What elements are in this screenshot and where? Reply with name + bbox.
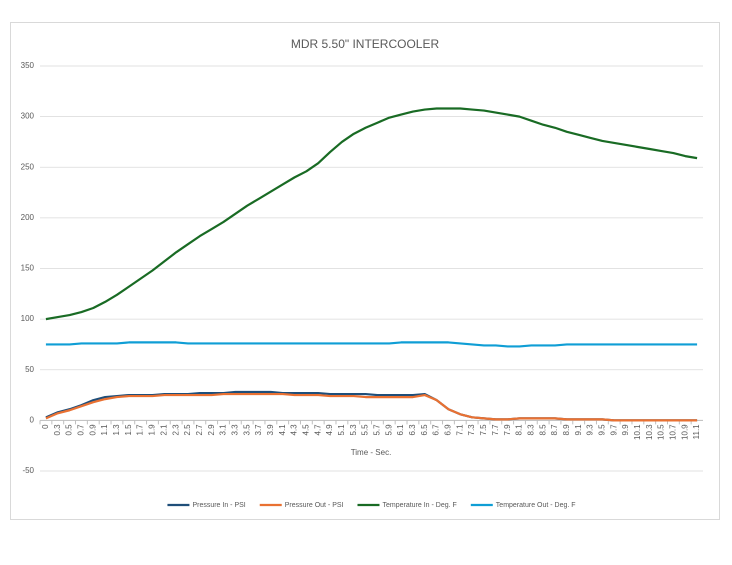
x-tick-label: 10.5 bbox=[657, 424, 666, 440]
x-tick-label: 8.1 bbox=[515, 424, 524, 436]
x-tick-label: 6.3 bbox=[408, 424, 417, 436]
x-tick-label: 0.3 bbox=[53, 424, 62, 436]
x-tick-label: 7.1 bbox=[455, 424, 464, 436]
x-tick-label: 4.1 bbox=[278, 424, 287, 436]
y-tick-label: 200 bbox=[21, 213, 35, 222]
x-tick-label: 3.9 bbox=[266, 424, 275, 436]
x-tick-label: 4.7 bbox=[313, 424, 322, 436]
y-tick-label: 100 bbox=[21, 314, 35, 323]
x-tick-label: 2.3 bbox=[171, 424, 180, 436]
x-tick-label: 4.9 bbox=[325, 424, 334, 436]
x-tick-label: 8.7 bbox=[550, 424, 559, 436]
x-tick-label: 6.1 bbox=[396, 424, 405, 436]
y-tick-label: -50 bbox=[22, 466, 34, 475]
chart-title: MDR 5.50" INTERCOOLER bbox=[291, 37, 440, 51]
x-tick-label: 6.7 bbox=[432, 424, 441, 436]
x-tick-label: 9.3 bbox=[586, 424, 595, 436]
y-tick-label: 50 bbox=[25, 365, 34, 374]
x-tick-label: 1.5 bbox=[124, 424, 133, 436]
x-tick-label: 3.3 bbox=[230, 424, 239, 436]
x-tick-label: 10.1 bbox=[633, 424, 642, 440]
x-tick-label: 7.7 bbox=[491, 424, 500, 436]
x-tick-label: 9.5 bbox=[597, 424, 606, 436]
legend-label: Pressure Out - PSI bbox=[285, 502, 344, 509]
y-tick-label: 150 bbox=[21, 264, 35, 273]
x-tick-label: 2.7 bbox=[195, 424, 204, 436]
x-tick-label: 5.1 bbox=[337, 424, 346, 436]
x-tick-label: 7.9 bbox=[503, 424, 512, 436]
x-tick-label: 6.9 bbox=[444, 424, 453, 436]
x-tick-label: 5.3 bbox=[349, 424, 358, 436]
x-tick-label: 4.3 bbox=[290, 424, 299, 436]
x-tick-label: 5.5 bbox=[361, 424, 370, 436]
x-axis-title: Time - Sec. bbox=[351, 448, 392, 457]
x-tick-label: 0.7 bbox=[77, 424, 86, 436]
x-tick-label: 0 bbox=[41, 424, 50, 429]
x-tick-label: 2.9 bbox=[207, 424, 216, 436]
x-tick-label: 1.3 bbox=[112, 424, 121, 436]
x-tick-label: 3.7 bbox=[254, 424, 263, 436]
x-tick-label: 7.3 bbox=[467, 424, 476, 436]
x-tick-label: 1.9 bbox=[148, 424, 157, 436]
series-line bbox=[45, 107, 698, 321]
y-tick-label: 350 bbox=[21, 61, 35, 70]
x-tick-label: 8.9 bbox=[562, 424, 571, 436]
x-tick-label: 5.7 bbox=[373, 424, 382, 436]
series-line bbox=[45, 341, 698, 348]
legend-label: Temperature In - Deg. F bbox=[382, 502, 456, 509]
x-tick-label: 4.5 bbox=[301, 424, 310, 436]
x-tick-label: 1.1 bbox=[100, 424, 109, 436]
x-tick-label: 11.1 bbox=[692, 424, 701, 440]
x-tick-label: 3.1 bbox=[219, 424, 228, 436]
x-tick-label: 5.9 bbox=[384, 424, 393, 436]
x-tick-label: 8.5 bbox=[538, 424, 547, 436]
x-tick-label: 7.5 bbox=[479, 424, 488, 436]
x-tick-label: 1.7 bbox=[136, 424, 145, 436]
series-line bbox=[45, 392, 698, 422]
legend-label: Pressure In - PSI bbox=[192, 502, 245, 509]
x-tick-label: 2.5 bbox=[183, 424, 192, 436]
x-tick-label: 9.9 bbox=[621, 424, 630, 436]
chart-frame bbox=[10, 22, 720, 520]
y-tick-label: 300 bbox=[21, 112, 35, 121]
x-tick-label: 9.1 bbox=[574, 424, 583, 436]
legend-label: Temperature Out - Deg. F bbox=[496, 502, 576, 509]
y-tick-label: 250 bbox=[21, 162, 35, 171]
x-tick-label: 9.7 bbox=[609, 424, 618, 436]
y-tick-label: 0 bbox=[30, 415, 35, 424]
x-tick-label: 2.1 bbox=[159, 424, 168, 436]
x-tick-label: 10.3 bbox=[645, 424, 654, 440]
x-tick-label: 10.7 bbox=[669, 424, 678, 440]
x-tick-label: 0.5 bbox=[65, 424, 74, 436]
x-tick-label: 10.9 bbox=[680, 424, 689, 440]
x-tick-label: 6.5 bbox=[420, 424, 429, 436]
x-tick-label: 0.9 bbox=[88, 424, 97, 436]
x-tick-label: 3.5 bbox=[242, 424, 251, 436]
x-tick-label: 8.3 bbox=[526, 424, 535, 436]
